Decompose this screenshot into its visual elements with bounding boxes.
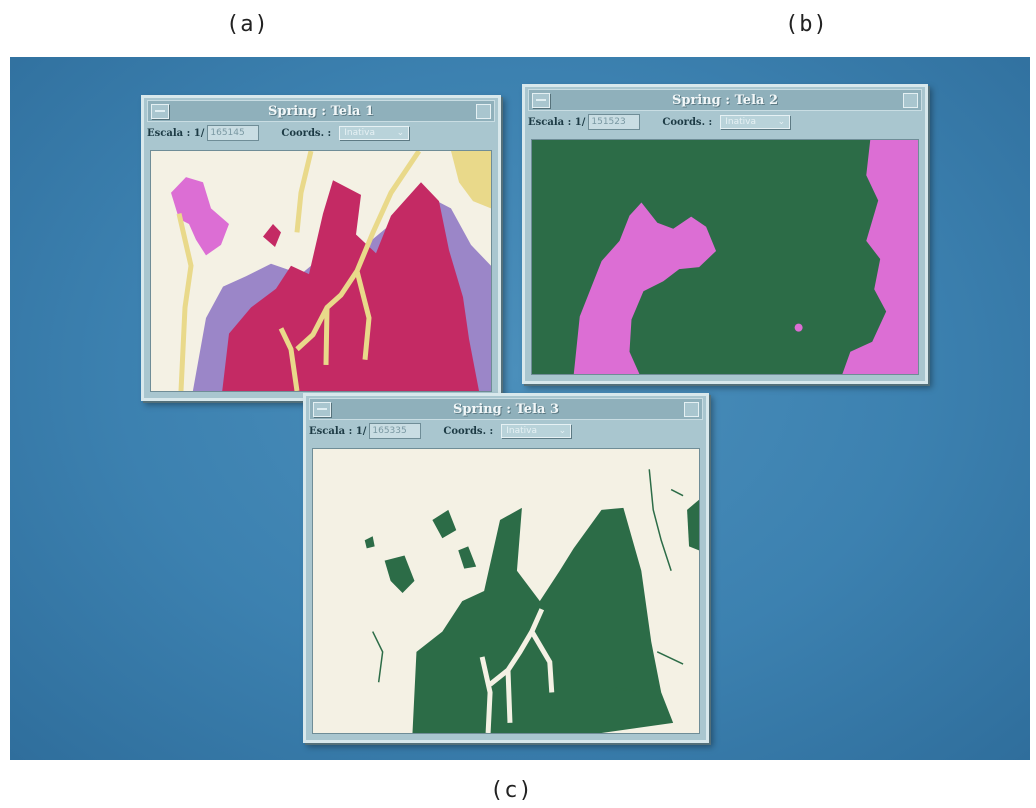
chevron-down-icon: ⌄ — [558, 426, 567, 436]
green-class-patch — [432, 509, 457, 539]
titlebar[interactable]: Spring : Tela 2 — [528, 89, 922, 111]
pink-class-region — [842, 140, 918, 374]
scale-input[interactable]: 165145 — [207, 125, 260, 141]
scale-label: Escala : 1/ — [309, 425, 367, 437]
coords-value: Inativa — [344, 128, 375, 138]
caption-c: (c) — [490, 778, 533, 803]
window-menu-icon[interactable] — [151, 104, 169, 119]
light-channel — [479, 608, 555, 733]
pink-class-patch — [794, 323, 803, 332]
map-canvas[interactable] — [531, 139, 919, 375]
window-tela-1: Spring : Tela 1 Escala : 1/ 165145 Coord… — [141, 95, 501, 401]
desktop-background: Spring : Tela 1 Escala : 1/ 165145 Coord… — [10, 57, 1030, 760]
green-class-region — [412, 507, 674, 733]
chevron-down-icon: ⌄ — [396, 128, 405, 138]
titlebar[interactable]: Spring : Tela 1 — [147, 100, 495, 122]
caption-b: (b) — [785, 12, 828, 37]
yellow-river — [176, 151, 422, 391]
coords-value: Inativa — [725, 117, 756, 127]
coords-select[interactable]: Inativa ⌄ — [501, 424, 572, 438]
green-outline-fragments — [372, 469, 684, 694]
coords-select[interactable]: Inativa ⌄ — [720, 115, 791, 129]
coords-value: Inativa — [506, 426, 537, 436]
green-class-patch — [364, 536, 375, 549]
green-class-patch — [687, 499, 699, 551]
green-class-patch — [458, 546, 477, 569]
scale-input[interactable]: 165335 — [369, 423, 422, 439]
chevron-down-icon: ⌄ — [777, 117, 786, 127]
window-tela-2: Spring : Tela 2 Escala : 1/ 151523 Coord… — [522, 84, 928, 384]
coords-label: Coords. : — [443, 425, 494, 437]
coords-label: Coords. : — [281, 127, 332, 139]
window-title: Spring : Tela 3 — [452, 401, 560, 417]
scale-label: Escala : 1/ — [528, 116, 586, 128]
resize-icon[interactable] — [476, 104, 491, 119]
yellow-class-region — [451, 151, 491, 209]
titlebar[interactable]: Spring : Tela 3 — [309, 398, 703, 420]
resize-icon[interactable] — [903, 93, 918, 108]
map-canvas[interactable] — [150, 150, 492, 392]
map-canvas[interactable] — [312, 448, 700, 734]
toolbar: Escala : 1/ 165335 Coords. : Inativa ⌄ — [309, 420, 703, 442]
window-menu-icon[interactable] — [532, 93, 550, 108]
scale-label: Escala : 1/ — [147, 127, 205, 139]
pink-class-region — [171, 177, 229, 256]
caption-a: (a) — [226, 12, 269, 37]
toolbar: Escala : 1/ 165145 Coords. : Inativa ⌄ — [147, 122, 495, 144]
pink-class-region — [573, 202, 717, 374]
crimson-class-patch — [263, 224, 281, 247]
coords-select[interactable]: Inativa ⌄ — [339, 126, 410, 140]
window-title: Spring : Tela 1 — [267, 103, 375, 119]
coords-label: Coords. : — [662, 116, 713, 128]
window-title: Spring : Tela 2 — [671, 92, 779, 108]
resize-icon[interactable] — [684, 402, 699, 417]
window-tela-3: Spring : Tela 3 Escala : 1/ 165335 Coord… — [303, 393, 709, 743]
window-menu-icon[interactable] — [313, 402, 331, 417]
toolbar: Escala : 1/ 151523 Coords. : Inativa ⌄ — [528, 111, 922, 133]
green-class-patch — [384, 555, 415, 594]
scale-input[interactable]: 151523 — [588, 114, 641, 130]
